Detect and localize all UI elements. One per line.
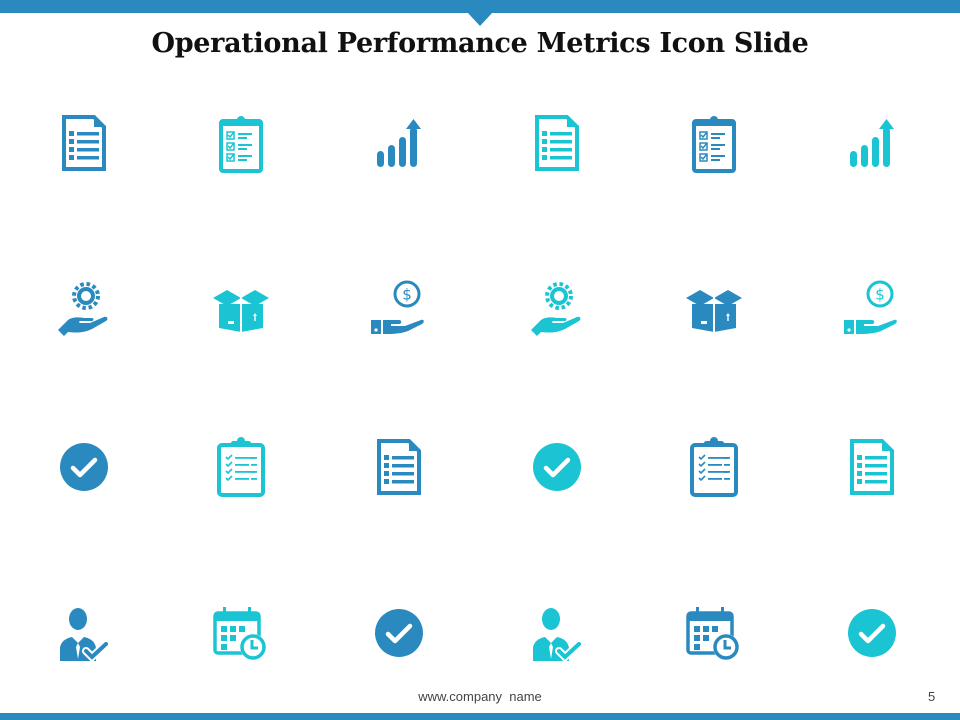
svg-text:$: $ [402,286,412,304]
clipboard-tasks-icon [684,437,744,497]
person-check-icon [54,603,114,663]
check-circle-icon [54,437,114,497]
document-list-icon [54,113,114,173]
growth-chart-icon [369,113,429,173]
bottom-bar [0,713,960,720]
growth-chart-icon [842,113,902,173]
hand-dollar-icon: $ [369,278,429,338]
hand-dollar-icon: $ [842,278,902,338]
svg-text:$: $ [875,286,885,304]
open-box-icon [211,278,271,338]
check-circle-icon [842,603,902,663]
page-number: 5 [928,689,936,704]
clipboard-tasks-icon [211,437,271,497]
clipboard-checklist-icon [684,113,744,173]
slide-title: Operational Performance Metrics Icon Sli… [151,28,809,59]
hand-gear-icon [54,278,114,338]
top-notch [467,12,493,26]
footer-website: www.company name [418,689,542,704]
document-list-icon [842,437,902,497]
top-bar [0,0,960,13]
document-list-icon [369,437,429,497]
calendar-clock-icon [684,603,744,663]
open-box-icon [684,278,744,338]
check-circle-icon [527,437,587,497]
hand-gear-icon [527,278,587,338]
check-circle-icon [369,603,429,663]
person-check-icon [527,603,587,663]
calendar-clock-icon [211,603,271,663]
document-list-icon [527,113,587,173]
clipboard-checklist-icon [211,113,271,173]
